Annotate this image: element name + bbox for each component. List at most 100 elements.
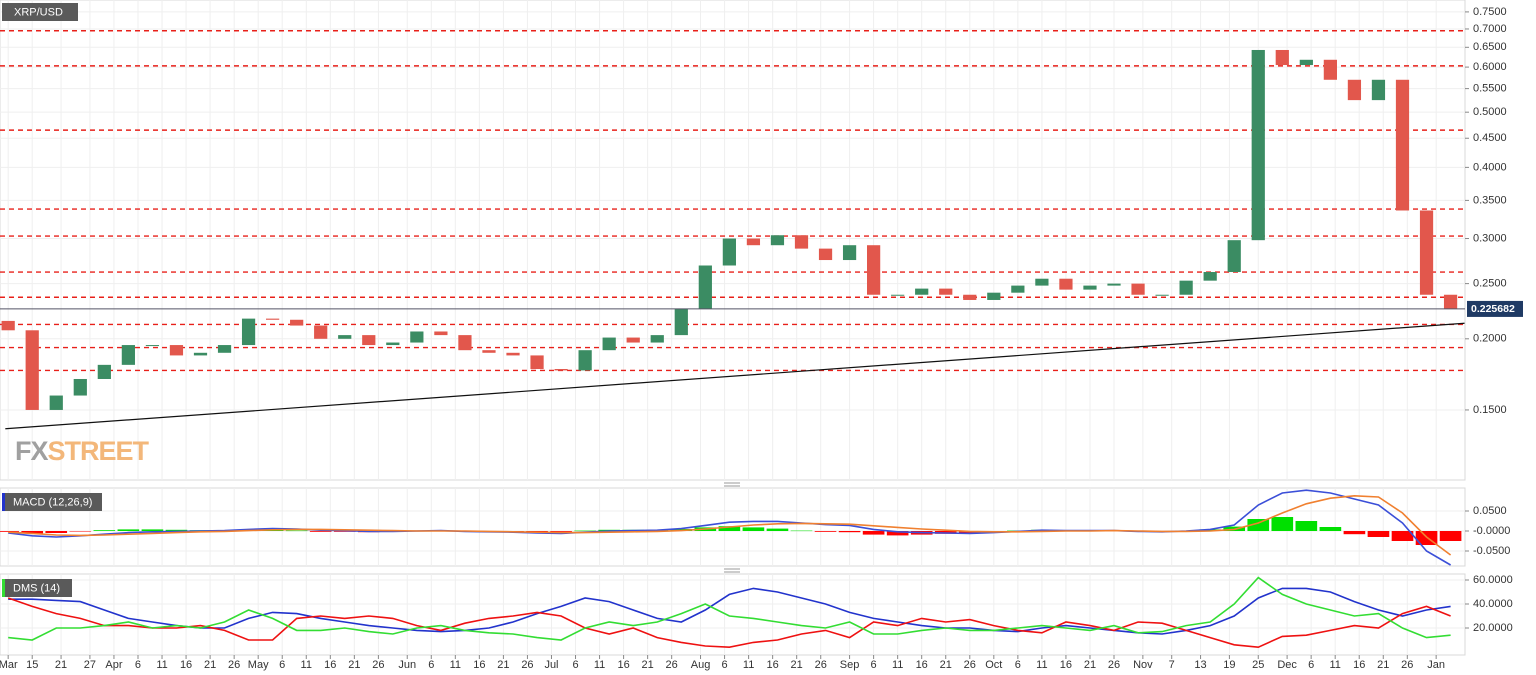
dms-title: DMS (14) — [13, 582, 60, 594]
candle — [1251, 49, 1265, 241]
candle — [1131, 283, 1145, 295]
histogram-bar — [766, 528, 789, 531]
histogram-bar — [1439, 531, 1462, 541]
candle — [818, 248, 833, 261]
candle — [578, 350, 592, 371]
candle — [770, 235, 785, 246]
panel-handle[interactable] — [724, 482, 740, 487]
x-tick-label: 11 — [1329, 659, 1340, 671]
candle — [169, 345, 184, 356]
y-tick-label: 60.0000 — [1473, 574, 1513, 586]
histogram-bar — [0, 531, 19, 532]
x-tick-label: 16 — [1060, 659, 1072, 671]
x-tick-label: 6 — [135, 659, 141, 671]
x-tick-label: 6 — [428, 659, 434, 671]
candle — [482, 350, 496, 353]
x-tick-label: 19 — [1223, 659, 1235, 671]
histogram-bar — [790, 530, 813, 532]
x-tick-label: 21 — [348, 659, 360, 671]
panel-handle[interactable] — [724, 568, 740, 573]
histogram-bar — [285, 530, 308, 532]
x-tick-label: 21 — [55, 659, 67, 671]
histogram-bar — [838, 531, 861, 533]
title-box — [2, 493, 102, 511]
x-tick-label: Nov — [1133, 659, 1153, 671]
x-tick-label: 11 — [892, 659, 903, 671]
x-tick-label: 26 — [1108, 659, 1120, 671]
candle — [963, 294, 977, 300]
x-tick-label: 26 — [964, 659, 976, 671]
candle — [241, 318, 256, 346]
x-tick-label: Jan — [1427, 659, 1445, 671]
y-tick-label: -0.0500 — [1473, 545, 1510, 557]
dms-line — [7, 597, 1451, 649]
y-tick-label: -0.0000 — [1473, 525, 1510, 537]
histogram-bar — [309, 531, 332, 532]
candle — [25, 330, 39, 410]
candle — [698, 265, 712, 309]
candle — [842, 245, 857, 261]
candle — [867, 245, 881, 295]
x-tick-label: Jul — [544, 659, 558, 671]
x-tick-label: 13 — [1194, 659, 1206, 671]
trend-line — [5, 322, 1465, 430]
candle — [1203, 272, 1217, 281]
candle — [386, 342, 400, 346]
candle — [338, 335, 352, 339]
x-tick-label: 16 — [180, 659, 192, 671]
candle — [987, 292, 1001, 300]
x-tick-label: 6 — [572, 659, 578, 671]
candle — [97, 364, 111, 379]
labels: FXSTREET XRP/USD MACD (12,26,9) DMS (14) — [2, 3, 151, 597]
x-tick-label: 16 — [324, 659, 336, 671]
y-tick-label: 0.2500 — [1473, 278, 1507, 290]
x-tick-label: 11 — [743, 659, 754, 671]
x-tick-label: Oct — [985, 659, 1002, 671]
swatch — [2, 579, 5, 597]
x-tick-label: 7 — [1169, 659, 1175, 671]
x-tick-label: 16 — [1353, 659, 1365, 671]
x-tick-label: 26 — [521, 659, 533, 671]
y-tick-label: 0.1500 — [1473, 404, 1507, 416]
candle — [1059, 278, 1073, 290]
logo: FXSTREET — [15, 436, 150, 466]
histogram-bar — [93, 530, 116, 531]
candle — [362, 335, 376, 346]
x-tick-label: 11 — [450, 659, 461, 671]
x-tick-label: Aug — [691, 659, 711, 671]
histogram-bar — [886, 531, 909, 536]
x-tick-label: 21 — [204, 659, 216, 671]
x-tick-label: 26 — [372, 659, 384, 671]
candle — [650, 335, 664, 343]
histogram-bar — [141, 529, 164, 531]
x-tick-label: 21 — [497, 659, 509, 671]
logo-fx: FX — [15, 436, 48, 466]
x-tick-label: 6 — [1015, 659, 1021, 671]
x-tick-label: 16 — [767, 659, 779, 671]
y-tick-label: 0.7000 — [1473, 23, 1507, 35]
histogram-bar — [1391, 531, 1414, 541]
candle — [121, 345, 135, 365]
candle — [1227, 240, 1241, 273]
candle — [722, 238, 736, 266]
y-tick-label: 0.7500 — [1473, 6, 1507, 18]
x-tick-label: 21 — [940, 659, 952, 671]
x-tick-label: 26 — [666, 659, 678, 671]
x-tick-label: May — [248, 659, 269, 671]
x-tick-label: 6 — [279, 659, 285, 671]
candle — [1299, 59, 1313, 66]
y-tick-label: 0.3500 — [1473, 194, 1507, 206]
y-tick-label: 0.3000 — [1473, 232, 1507, 244]
x-tick-label: Dec — [1277, 659, 1297, 671]
candle — [1275, 49, 1289, 66]
macd-line — [8, 489, 1452, 566]
x-tick-label: 6 — [1308, 659, 1314, 671]
x-tick-label: 26 — [1401, 659, 1413, 671]
x-tick-label: Mar — [0, 659, 18, 671]
histogram-bar — [718, 526, 741, 531]
histogram-bar — [550, 531, 572, 532]
x-tick-label: 16 — [916, 659, 928, 671]
candle — [794, 235, 809, 249]
candle — [1443, 294, 1458, 309]
x-tick-label: 15 — [26, 659, 38, 671]
